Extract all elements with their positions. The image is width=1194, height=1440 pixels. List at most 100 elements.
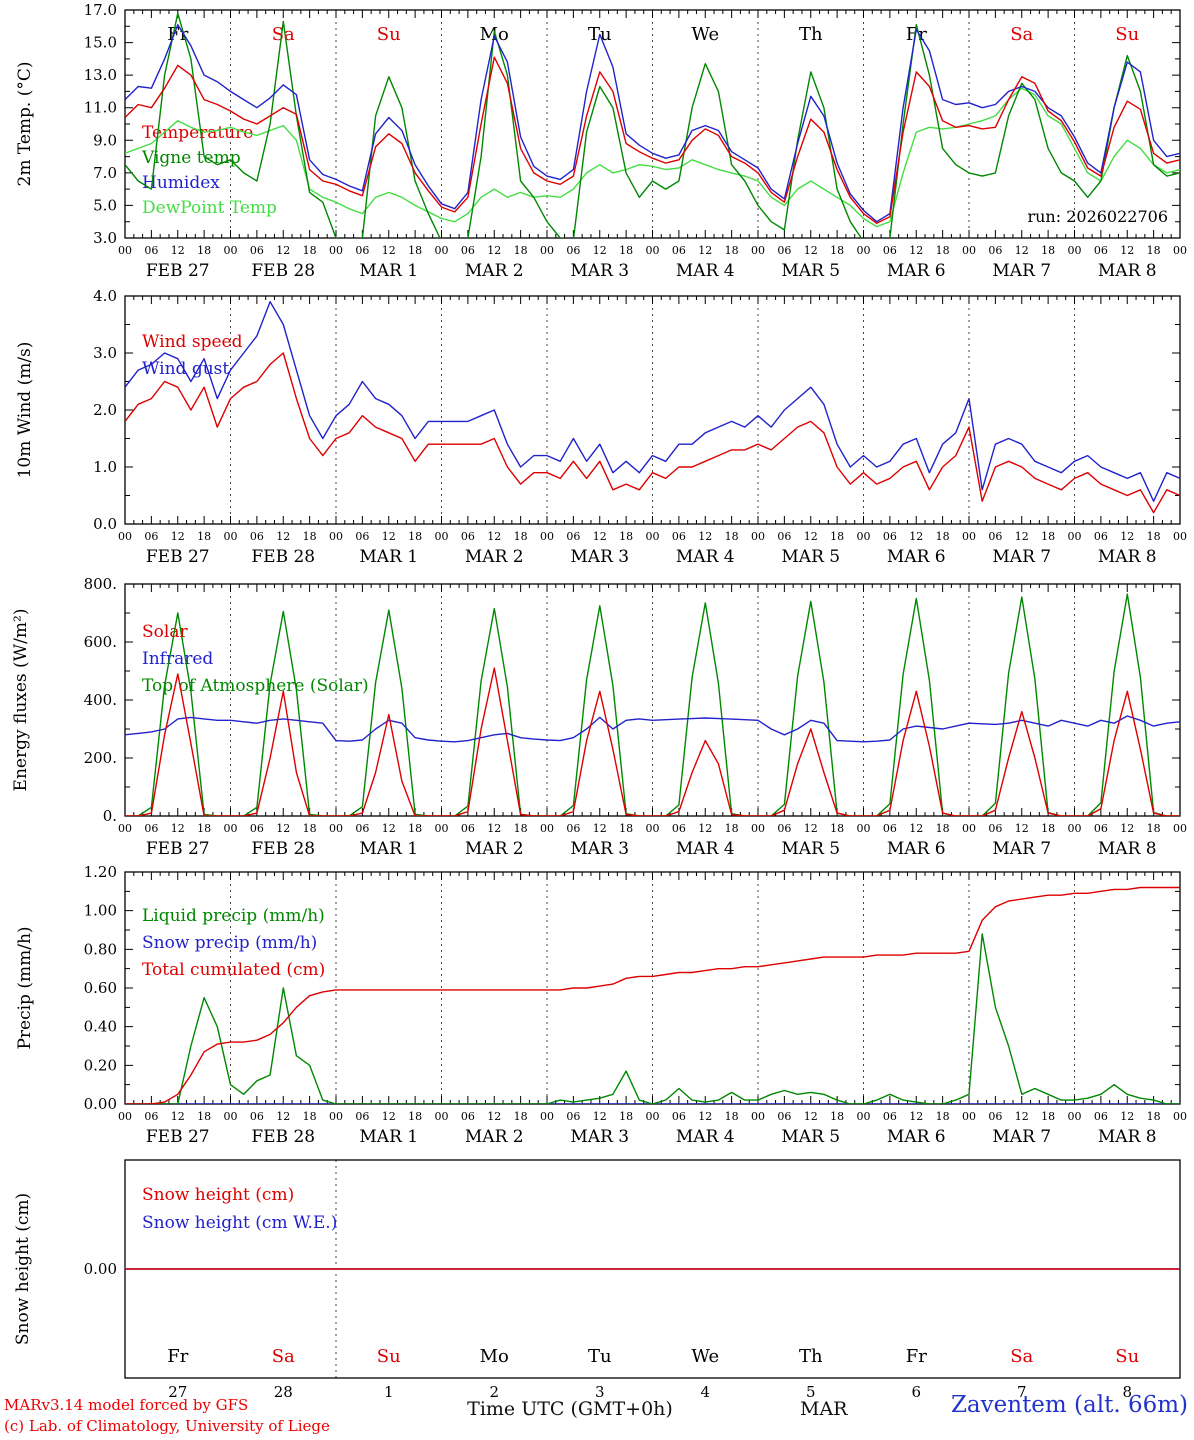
hour-tick-label: 18: [936, 244, 950, 257]
hour-tick-label: 06: [777, 1110, 791, 1123]
lab-credit: (c) Lab. of Climatology, University of L…: [4, 1417, 330, 1435]
hour-tick-label: 06: [988, 244, 1002, 257]
series-infrared: [125, 715, 1180, 743]
hour-tick-label: 12: [1015, 1110, 1029, 1123]
hour-tick-label: 12: [1015, 244, 1029, 257]
hour-tick-label: 18: [408, 822, 422, 835]
y-axis-title: Energy fluxes (W/m²): [11, 609, 31, 792]
panel-4: 0.00 Fr 27 Sa 28 Su 1 Mo 2 Tu 3 We 4 Th 5 Fr 6 Sa 7 Su 8 Snow…: [13, 1159, 1181, 1401]
hour-tick-label: 00: [329, 530, 343, 543]
hour-tick-label: 12: [909, 822, 923, 835]
hour-tick-label: 12: [1120, 530, 1134, 543]
date-label: MAR 7: [992, 839, 1051, 859]
y-tick-label: 1.00: [84, 902, 117, 920]
hour-tick-label: 00: [646, 822, 660, 835]
date-labels: FEB 27 FEB 28 MAR 1 MAR 2 MAR 3 MAR 4 MAR 5 MAR…: [146, 1127, 1157, 1147]
date-label: MAR 7: [992, 261, 1051, 281]
y-tick-labels: 3.0 5.0 7.0 9.0 11.0 13.0 15.0 17.0: [84, 1, 117, 247]
hour-tick-label: 12: [1120, 244, 1134, 257]
series-liquid-precip-mm-h: [125, 933, 1180, 1104]
date-label: MAR 5: [781, 1127, 840, 1147]
hour-tick-label: 00: [329, 1110, 343, 1123]
hour-tick-label: 00: [751, 530, 765, 543]
hour-tick-label: 18: [830, 530, 844, 543]
hour-tick-label: 00: [435, 530, 449, 543]
model-credit: MARv3.14 model forced by GFS: [4, 1396, 249, 1414]
y-tick-label: 0.40: [84, 1018, 117, 1036]
legend-item: Solar: [142, 622, 188, 642]
date-label: MAR 1: [359, 547, 418, 567]
hour-tick-label: 18: [1041, 244, 1055, 257]
hour-tick-label: 12: [487, 530, 501, 543]
hour-tick-label: 00: [329, 244, 343, 257]
date-label: MAR 5: [781, 547, 840, 567]
panel-1: 0.01.02.03.04.000 06 12 18 00 06 12 18 00 06 12 18 0…: [15, 287, 1187, 567]
hour-tick-label: 12: [698, 530, 712, 543]
hour-tick-label: 12: [909, 244, 923, 257]
hour-tick-label: 18: [408, 1110, 422, 1123]
y-tick-label: 11.0: [84, 99, 117, 117]
hour-tick-label: 00: [1173, 822, 1187, 835]
hour-tick-label: 18: [1041, 822, 1055, 835]
y-tick-label: 2.0: [93, 401, 117, 419]
hour-tick-label: 12: [1120, 822, 1134, 835]
hour-tick-label: 18: [514, 822, 528, 835]
hour-tick-label: 06: [1094, 822, 1108, 835]
hour-tick-label: 12: [698, 822, 712, 835]
day-number-label: 6: [911, 1383, 921, 1401]
hour-tick-label: 18: [725, 1110, 739, 1123]
date-label: MAR 5: [781, 839, 840, 859]
y-tick-label: 1.0: [93, 458, 117, 476]
series-lines: [125, 301, 1180, 514]
y-axis-title: Precip (mm/h): [15, 926, 35, 1049]
date-label: MAR 6: [887, 261, 946, 281]
hour-tick-label: 06: [672, 530, 686, 543]
hour-tick-label: 06: [144, 822, 158, 835]
legend: Wind speed Wind gust: [142, 332, 243, 379]
hour-tick-label: 06: [461, 244, 475, 257]
legend-item: Wind speed: [142, 332, 243, 352]
legend: Solar Infrared Top of Atmosphere (Solar): [142, 622, 369, 696]
date-label: MAR 6: [887, 839, 946, 859]
series-wind-speed: [125, 352, 1180, 514]
hour-tick-label: 00: [857, 822, 871, 835]
hour-tick-label: 06: [1094, 244, 1108, 257]
hour-tick-label: 00: [962, 822, 976, 835]
hour-tick-label: 00: [118, 1110, 132, 1123]
date-label: MAR 8: [1098, 261, 1157, 281]
hour-tick-label: 18: [619, 822, 633, 835]
month-label: MAR: [800, 1398, 848, 1420]
y-tick-label: 0.20: [84, 1056, 117, 1074]
y-tick-label: 7.0: [93, 164, 117, 182]
hour-tick-label: 00: [646, 1110, 660, 1123]
hour-tick-label: 12: [1015, 530, 1029, 543]
day-number-label: 8: [1122, 1383, 1132, 1401]
hour-tick-label: 06: [1094, 1110, 1108, 1123]
hour-tick-label: 18: [514, 1110, 528, 1123]
hour-tick-label: 18: [1147, 244, 1161, 257]
dow-label: Sa: [1010, 24, 1033, 45]
hour-tick-label: 12: [382, 530, 396, 543]
day-number-label: 7: [1017, 1383, 1027, 1401]
hour-tick-label: 06: [566, 530, 580, 543]
hour-tick-label: 12: [487, 822, 501, 835]
hour-tick-label: 00: [1173, 244, 1187, 257]
hour-tick-label: 12: [698, 1110, 712, 1123]
legend-item: Top of Atmosphere (Solar): [142, 676, 369, 696]
hour-tick-label: 00: [435, 244, 449, 257]
day-gridlines: [230, 296, 1075, 524]
hour-tick-label: 06: [566, 244, 580, 257]
date-label: MAR 8: [1098, 1127, 1157, 1147]
legend-item: Snow height (cm W.E.): [142, 1213, 337, 1233]
dow-label: Fr: [906, 1346, 927, 1367]
hour-tick-label: 06: [883, 822, 897, 835]
date-label: MAR 8: [1098, 547, 1157, 567]
hour-tick-label: 12: [804, 244, 818, 257]
time-axis-label: Time UTC (GMT+0h): [467, 1398, 673, 1420]
hour-tick-label: 00: [435, 822, 449, 835]
hour-tick-label: 18: [303, 530, 317, 543]
date-label: FEB 28: [251, 547, 315, 567]
hour-tick-label: 00: [435, 1110, 449, 1123]
date-label: FEB 27: [146, 1127, 210, 1147]
